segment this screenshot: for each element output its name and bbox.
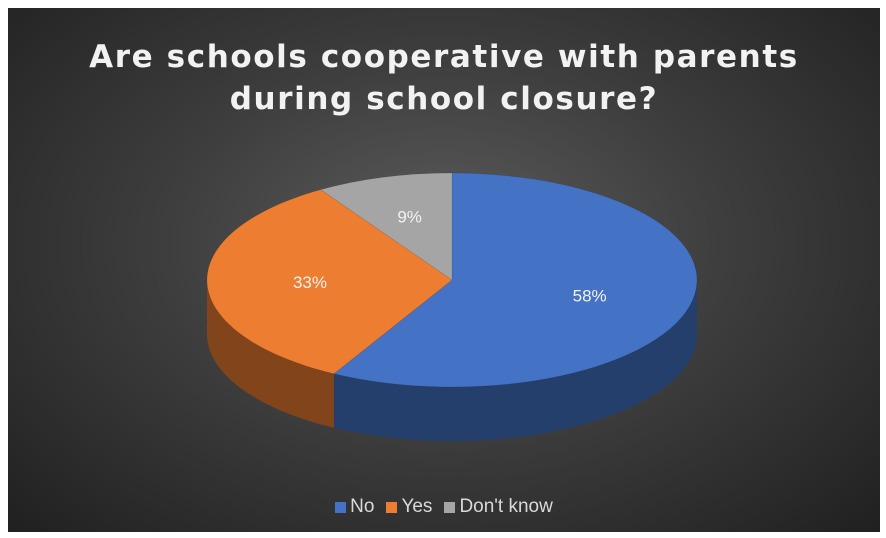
- pie-side-yes: [207, 280, 334, 428]
- data-label-dont-know: 9%: [397, 207, 422, 226]
- pie-slice-yes[interactable]: [206, 189, 453, 375]
- legend-label-no: No: [350, 496, 375, 517]
- chart-title: Are schools cooperative with parents dur…: [8, 36, 880, 120]
- chart-area: Are schools cooperative with parents dur…: [8, 8, 880, 532]
- legend-label-yes: Yes: [401, 496, 433, 517]
- data-label-no: 58%: [573, 286, 607, 305]
- legend-swatch-yes: [386, 501, 398, 513]
- chart-title-line-1: Are schools cooperative with parents: [89, 39, 799, 75]
- pie-chart: 58% 33% 9%: [206, 172, 698, 441]
- legend-item-no[interactable]: No: [335, 496, 374, 518]
- data-label-yes: 33%: [293, 273, 327, 292]
- legend-swatch-dont-know: [444, 501, 456, 513]
- legend-swatch-no: [335, 501, 347, 513]
- pie-slice-no[interactable]: [333, 172, 698, 388]
- legend: No Yes Don't know: [8, 496, 880, 518]
- legend-item-yes[interactable]: Yes: [386, 496, 432, 518]
- legend-item-dont-know[interactable]: Don't know: [444, 496, 553, 518]
- pie-slice-dont-know[interactable]: [320, 172, 453, 281]
- legend-label-dont-know: Don't know: [459, 496, 553, 517]
- chart-title-line-2: during school closure?: [229, 81, 659, 117]
- pie-side-no: [333, 280, 697, 441]
